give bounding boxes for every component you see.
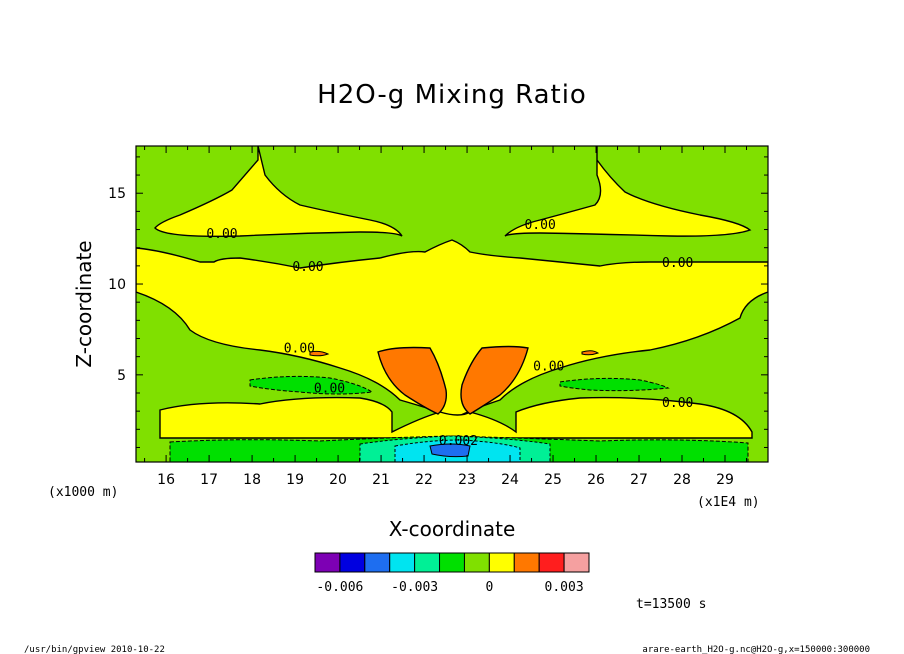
x-tick-label: 18 (243, 472, 261, 488)
x-tick-label: 29 (716, 472, 734, 488)
x-tick-label: 24 (501, 472, 519, 488)
colorbar: -0.006 -0.003 0 0.003 (314, 552, 590, 595)
contour-label: 0.00 (314, 382, 345, 397)
y-tick-label: 10 (108, 277, 126, 293)
x-tick-label: 21 (372, 472, 390, 488)
plot-frame (135, 145, 769, 463)
time-label: t=13500 s (636, 597, 706, 612)
contour-label: 0.00 (662, 256, 693, 271)
colorbar-swatch (414, 552, 441, 573)
x-tick-label: 20 (329, 472, 347, 488)
x-tick-label: 28 (673, 472, 691, 488)
contour-label: 0.00 (292, 260, 323, 275)
colorbar-swatch (563, 552, 590, 573)
x-tick-label: 19 (286, 472, 304, 488)
contour-label: 0.00 (662, 396, 693, 411)
contour-label: 0.00 (206, 227, 237, 242)
chart-title: H2O-g Mixing Ratio (317, 80, 587, 110)
colorbar-swatch (439, 552, 465, 573)
colorbar-swatch (538, 552, 565, 573)
footer-left: /usr/bin/gpview 2010-10-22 (24, 645, 165, 654)
filled-contours (136, 146, 768, 462)
colorbar-tick-label: 0.003 (545, 580, 584, 595)
y-unit-label: (x1000 m) (48, 485, 118, 500)
contour-label: 0.00 (533, 360, 564, 375)
x-tick-label: 17 (200, 472, 218, 488)
contour-label: 0.002 (439, 434, 478, 449)
footer-right: arare-earth_H2O-g.nc@H2O-g,x=150000:3000… (642, 645, 870, 654)
colorbar-tick-label: 0 (485, 580, 493, 595)
x-tick-label: 22 (415, 472, 433, 488)
y-tick-label: 5 (117, 368, 126, 384)
y-axis-title: Z-coordinate (72, 240, 96, 367)
colorbar-swatch (463, 552, 490, 573)
colorbar-tick-label: -0.003 (391, 580, 438, 595)
x-tick-label: 26 (587, 472, 605, 488)
x-tick-label: 23 (458, 472, 476, 488)
x-tick-label: 27 (630, 472, 648, 488)
colorbar-swatch (513, 552, 540, 573)
colorbar-swatch (389, 552, 416, 573)
x-tick-label: 25 (544, 472, 562, 488)
x-axis-title: X-coordinate (389, 517, 516, 541)
colorbar-swatch (488, 552, 515, 573)
x-tick-label: 16 (157, 472, 175, 488)
x-axis: 16 17 18 19 20 21 22 23 24 25 26 27 28 29 (144, 146, 748, 488)
y-axis: 5 10 15 (108, 156, 768, 448)
colorbar-tick-label: -0.006 (316, 580, 363, 595)
contour-labels: 0.00 0.00 0.00 0.00 0.00 0.00 0.00 0.00 0.002 (206, 218, 693, 449)
y-tick-label: 15 (108, 186, 126, 202)
contour-label: 0.00 (284, 342, 315, 357)
x-unit-label: (x1E4 m) (697, 495, 760, 510)
colorbar-swatch (314, 552, 341, 573)
contour-label: 0.00 (524, 218, 555, 233)
colorbar-swatch (339, 552, 366, 573)
colorbar-swatch (364, 552, 391, 573)
